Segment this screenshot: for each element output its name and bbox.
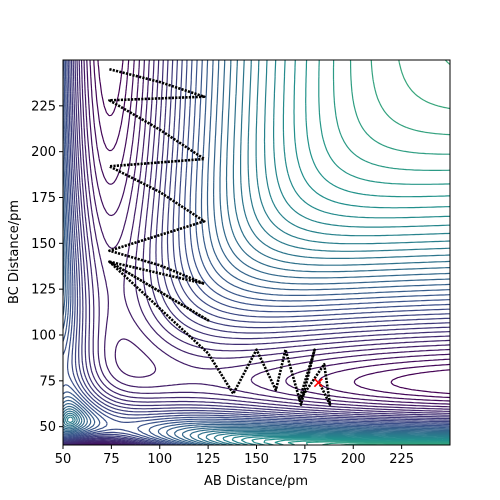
x-tick-label: 225 [389,452,414,467]
contour-level [63,60,450,445]
contour-level [251,60,450,445]
contour-level [305,60,450,445]
contour-level [93,60,450,399]
contour-level [63,60,450,445]
contour-level [63,60,450,445]
contour-level [63,60,450,445]
contour-level [63,60,450,445]
contour-level [63,60,450,445]
contour-lines [63,60,450,445]
y-axis-ticks: 50 75 100 125 150 175 200 225 [31,99,63,435]
contour-level [63,60,450,445]
contour-level [63,60,450,445]
contour-level [63,60,450,445]
contour-level [274,60,450,445]
y-tick-label: 100 [31,329,56,344]
contour-level [63,60,450,445]
contour-level [63,60,450,445]
end-point-marker [313,378,323,388]
y-tick-label: 150 [31,237,56,252]
x-axis-label: AB Distance/pm [204,474,308,489]
x-tick-label: 200 [341,452,366,467]
contour-level [63,60,450,445]
trajectory-layer [108,67,332,406]
x-tick-label: 150 [244,452,269,467]
y-tick-label: 125 [31,283,56,298]
y-axis-label: BC Distance/pm [7,200,22,304]
contour-level [263,60,450,445]
contour-level [287,60,450,445]
x-tick-label: 50 [55,452,72,467]
contour-level [63,60,450,445]
x-tick-label: 125 [196,452,221,467]
y-tick-label: 75 [39,374,56,389]
contour-level [97,60,450,395]
contour-level [240,60,450,445]
contour-level [63,60,450,445]
x-tick-label: 75 [103,452,120,467]
y-tick-label: 200 [31,145,56,160]
y-tick-label: 225 [31,99,56,114]
y-tick-label: 50 [39,420,56,435]
x-tick-label: 175 [292,452,317,467]
x-tick-label: 100 [147,452,172,467]
trajectory-line [108,67,332,406]
contour-level [65,60,450,445]
contour-level [231,60,450,445]
contour-level [63,60,450,445]
y-tick-label: 175 [31,191,56,206]
x-axis-ticks: 50 75 100 125 150 175 200 225 [55,445,414,467]
contour-level [340,60,450,445]
contour-level [66,60,450,445]
